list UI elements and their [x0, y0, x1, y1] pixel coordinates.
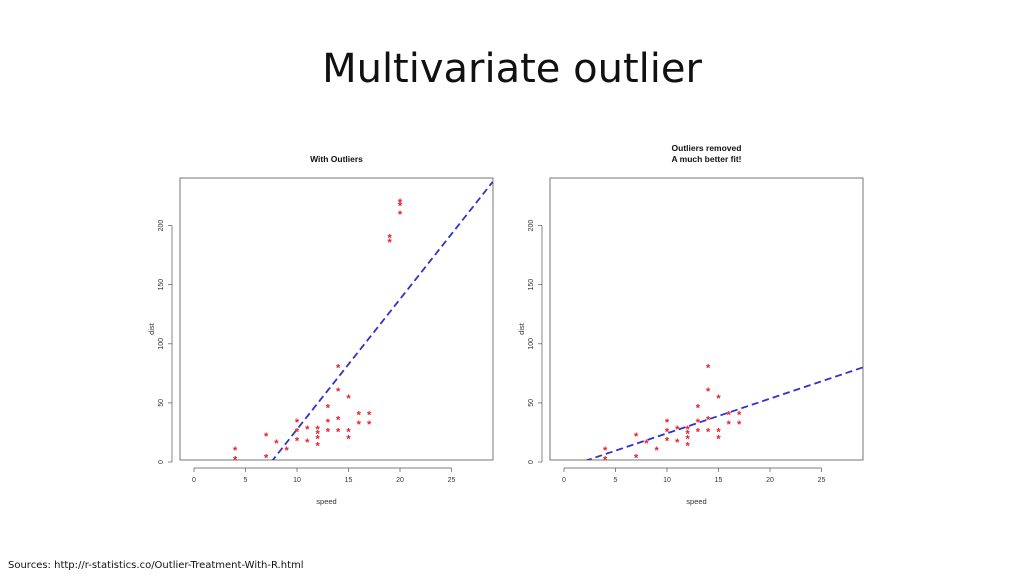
with-outliers-data-point: *: [315, 440, 320, 452]
with-outliers-data-point: *: [274, 438, 279, 450]
with-outliers-plot-frame: [179, 177, 494, 461]
outliers-removed-data-point: *: [634, 431, 639, 443]
outliers-removed-data-point: *: [685, 424, 690, 436]
outliers-removed-data-point: *: [634, 452, 639, 464]
with-outliers-title-line-1: With Outliers: [310, 154, 363, 164]
outliers-removed-data-point: *: [603, 455, 608, 467]
with-outliers-data-point: *: [326, 417, 331, 429]
outliers-removed-data-point: *: [696, 417, 701, 429]
outliers-removed-y-tick-label: 100: [528, 338, 535, 350]
outliers-removed-y-tick-label: 0: [528, 460, 535, 464]
with-outliers-data-point: *: [357, 410, 362, 422]
outliers-removed-x-tick-label: 0: [562, 477, 566, 484]
outliers-removed-data-point: *: [706, 426, 711, 438]
with-outliers-y-tick-label: 100: [158, 338, 165, 350]
with-outliers-data-point: *: [326, 426, 331, 438]
with-outliers-y-tick-label: 0: [158, 460, 165, 464]
with-outliers-y-tick-label: 150: [158, 279, 165, 291]
with-outliers-y-tick-label: 50: [158, 399, 165, 407]
outliers-removed-plot-frame: [549, 177, 864, 461]
chart-with-outliers: With Outliers 0 5 10 15 20 25 speed 0 50 100 150 200…: [147, 154, 494, 506]
outliers-removed-data-point: *: [665, 436, 670, 448]
with-outliers-x-tick-label: 25: [448, 477, 456, 484]
outliers-removed-data-point: *: [675, 437, 680, 449]
outliers-removed-data-point: *: [706, 386, 711, 398]
outliers-removed-x-tick-label: 5: [614, 477, 618, 484]
outliers-removed-x-tick-label: 10: [663, 477, 671, 484]
with-outliers-data-point: *: [336, 386, 341, 398]
outliers-removed-y-tick-label: 150: [528, 279, 535, 291]
with-outliers-data-point: *: [388, 232, 393, 244]
slide-title: Multivariate outlier: [322, 46, 702, 92]
outliers-removed-x-axis-label: speed: [686, 497, 706, 506]
outliers-removed-y-tick-label: 200: [528, 220, 535, 232]
with-outliers-data-point: *: [336, 426, 341, 438]
with-outliers-data-point: *: [398, 197, 403, 209]
outliers-removed-y-axis-label: dist: [517, 322, 526, 335]
with-outliers-data-point: *: [336, 414, 341, 426]
outliers-removed-data-point: *: [665, 417, 670, 429]
with-outliers-data-point: *: [295, 426, 300, 438]
outliers-removed-y-tick-label: 50: [528, 399, 535, 407]
with-outliers-data-point: *: [346, 433, 351, 445]
with-outliers-data-point: *: [315, 429, 320, 441]
with-outliers-x-tick-label: 10: [293, 477, 301, 484]
with-outliers-x-tick-label: 0: [192, 477, 196, 484]
outliers-removed-data-point: *: [665, 426, 670, 438]
with-outliers-x-tick-label: 20: [396, 477, 404, 484]
outliers-removed-data-point: *: [716, 393, 721, 405]
with-outliers-data-point: *: [315, 433, 320, 445]
outliers-removed-data-point: *: [685, 440, 690, 452]
with-outliers-x-tick-label: 5: [244, 477, 248, 484]
outliers-removed-x-tick-label: 20: [766, 477, 774, 484]
outliers-removed-data-point: *: [716, 426, 721, 438]
with-outliers-data-point: *: [398, 201, 403, 213]
with-outliers-data-point: *: [367, 410, 372, 422]
with-outliers-data-point: *: [336, 362, 341, 374]
with-outliers-data-point: *: [233, 445, 238, 457]
source-citation: Sources: http://r-statistics.co/Outlier-…: [8, 560, 304, 571]
with-outliers-data-point: *: [285, 445, 290, 457]
outliers-removed-data-point: *: [685, 429, 690, 441]
outliers-removed-data-point: *: [727, 410, 732, 422]
outliers-removed-data-point: *: [716, 433, 721, 445]
with-outliers-data-point: *: [233, 455, 238, 467]
outliers-removed-data-point: *: [737, 410, 742, 422]
with-outliers-data-point: *: [346, 393, 351, 405]
with-outliers-x-tick-label: 15: [345, 477, 353, 484]
outliers-removed-data-point: *: [727, 419, 732, 431]
with-outliers-data-point: *: [264, 452, 269, 464]
outliers-removed-title-line-2: A much better fit!: [671, 154, 741, 164]
outliers-removed-data-point: *: [603, 445, 608, 457]
with-outliers-data-point: *: [326, 403, 331, 415]
with-outliers-data-point: *: [295, 417, 300, 429]
outliers-removed-data-point: *: [706, 414, 711, 426]
outliers-removed-data-point: *: [644, 438, 649, 450]
outliers-removed-title-line-1: Outliers removed: [672, 143, 742, 153]
with-outliers-y-tick-label: 200: [158, 220, 165, 232]
with-outliers-data-point: *: [264, 431, 269, 443]
outliers-removed-data-point: *: [696, 426, 701, 438]
outliers-removed-x-tick-label: 25: [818, 477, 826, 484]
with-outliers-data-point: *: [388, 237, 393, 249]
with-outliers-data-point: *: [305, 437, 310, 449]
outliers-removed-data-point: *: [737, 419, 742, 431]
outliers-removed-data-point: *: [685, 433, 690, 445]
outliers-removed-data-point: *: [675, 424, 680, 436]
outliers-removed-data-point: *: [706, 362, 711, 374]
with-outliers-data-point: *: [357, 419, 362, 431]
with-outliers-fit-line: [271, 181, 493, 460]
outliers-removed-data-point: *: [696, 403, 701, 415]
with-outliers-data-point: *: [305, 424, 310, 436]
with-outliers-x-axis-label: speed: [316, 497, 336, 506]
with-outliers-data-point: *: [367, 419, 372, 431]
outliers-removed-data-point: *: [655, 445, 660, 457]
with-outliers-data-point: *: [315, 424, 320, 436]
with-outliers-data-point: *: [346, 426, 351, 438]
outliers-removed-x-tick-label: 15: [715, 477, 723, 484]
with-outliers-data-point: *: [398, 209, 403, 221]
with-outliers-y-axis-label: dist: [147, 322, 156, 335]
with-outliers-data-point: *: [295, 436, 300, 448]
